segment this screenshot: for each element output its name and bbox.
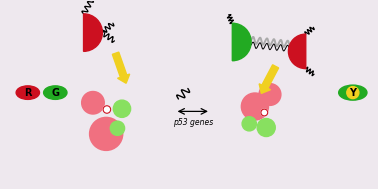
Text: R: R [24,88,31,98]
Text: Y: Y [349,88,356,98]
Circle shape [242,117,256,131]
Circle shape [90,117,123,150]
Circle shape [347,87,359,99]
Circle shape [110,121,125,135]
Ellipse shape [43,86,67,99]
Wedge shape [84,14,102,51]
FancyArrow shape [259,65,279,93]
Circle shape [257,119,275,136]
FancyArrow shape [112,52,130,83]
Circle shape [113,100,131,117]
Circle shape [241,93,268,120]
Text: G: G [51,88,59,98]
Text: p53 genes: p53 genes [173,118,213,127]
Circle shape [103,106,111,113]
Wedge shape [288,34,306,69]
Ellipse shape [339,85,367,100]
Circle shape [259,84,281,105]
Circle shape [261,109,268,116]
Wedge shape [232,23,251,61]
Ellipse shape [16,86,39,99]
Circle shape [82,91,104,114]
